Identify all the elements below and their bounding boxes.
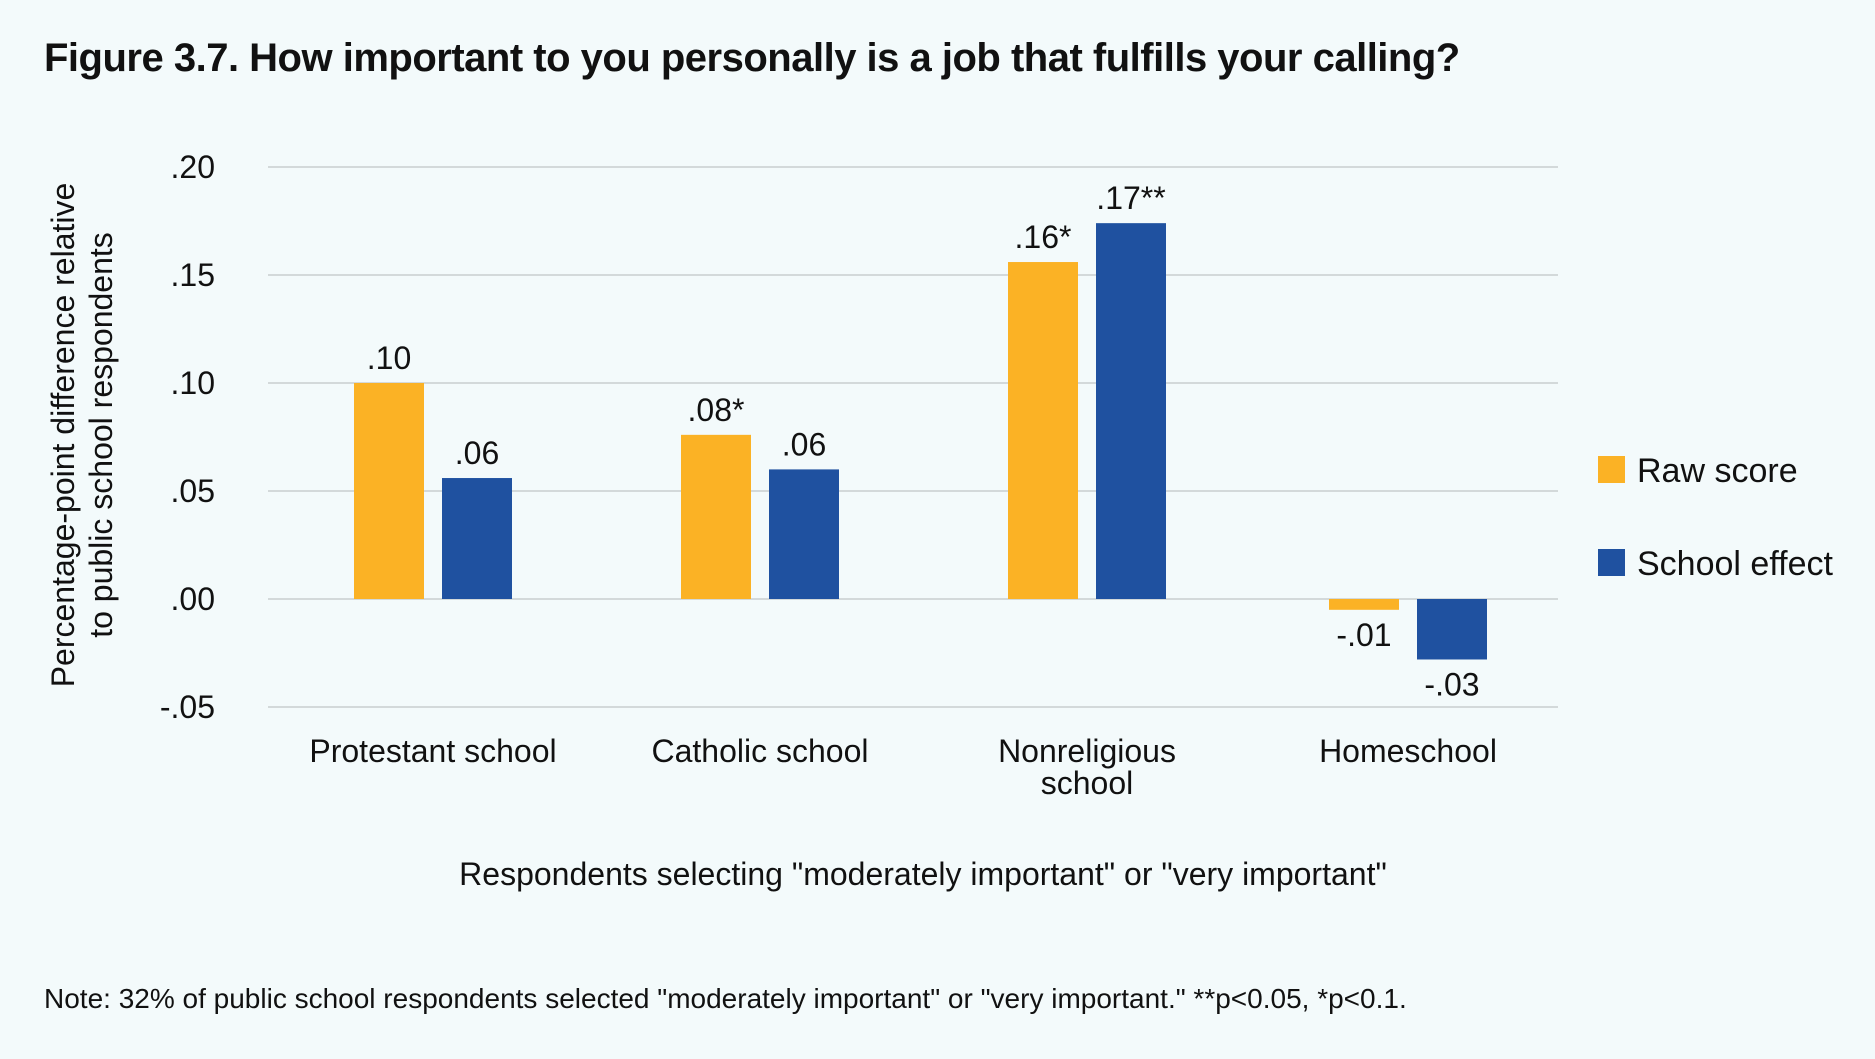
- data-labels: .10 .08* .16* -.01 .06 .06 .17** -.03: [367, 180, 1480, 702]
- y-tick-label: .10: [171, 365, 215, 401]
- data-label: .08*: [688, 392, 745, 428]
- x-axis-title: Respondents selecting "moderately import…: [459, 856, 1387, 892]
- y-axis-title: Percentage-point difference relativeto p…: [45, 183, 119, 688]
- y-axis-title-line: Percentage-point difference relative: [45, 183, 81, 688]
- x-category-label: Catholic school: [652, 733, 869, 769]
- x-category-label-line: Nonreligious: [998, 733, 1176, 769]
- y-axis-title-line: to public school respondents: [83, 232, 119, 638]
- bar-raw-score: [354, 383, 424, 599]
- data-label: .16*: [1015, 219, 1072, 255]
- y-tick-label: .05: [171, 473, 215, 509]
- legend-swatch: [1598, 549, 1625, 576]
- legend-label: School effect: [1637, 545, 1834, 583]
- y-tick-label: .15: [171, 257, 215, 293]
- x-category-label-line: Protestant school: [309, 733, 556, 769]
- data-label: .06: [455, 435, 499, 471]
- x-category-label-line: Homeschool: [1319, 733, 1497, 769]
- x-axis-category-labels: Protestant school Catholic school Nonrelig…: [309, 733, 1497, 801]
- footnote: Note: 32% of public school respondents s…: [44, 983, 1407, 1014]
- bar-raw-score: [1008, 262, 1078, 599]
- bar-school-effect: [1417, 599, 1487, 660]
- bar-raw-score: [1329, 599, 1399, 610]
- data-label: .17**: [1096, 180, 1165, 216]
- bar-school-effect: [1096, 223, 1166, 599]
- data-label: .10: [367, 340, 411, 376]
- y-tick-label: -.05: [160, 689, 215, 725]
- x-category-label: Protestant school: [309, 733, 556, 769]
- x-category-label: Homeschool: [1319, 733, 1497, 769]
- bar-school-effect: [442, 478, 512, 599]
- data-label: -.01: [1336, 617, 1391, 653]
- y-tick-label: .20: [171, 149, 215, 185]
- figure-title: Figure 3.7. How important to you persona…: [44, 36, 1460, 80]
- data-label: -.03: [1424, 666, 1479, 702]
- x-category-label: Nonreligious school: [998, 733, 1176, 801]
- bar-school-effect: [769, 469, 839, 599]
- y-axis-title-text: Percentage-point difference relativeto p…: [45, 183, 119, 688]
- y-tick-label: .00: [171, 581, 215, 617]
- y-axis-tick-labels: .20 .15 .10 .05 .00 -.05: [160, 149, 215, 725]
- legend-swatch: [1598, 456, 1625, 483]
- bars: [354, 223, 1487, 660]
- x-category-label-line: school: [1041, 765, 1134, 801]
- legend: Raw score School effect: [1598, 452, 1834, 583]
- legend-label: Raw score: [1637, 452, 1798, 490]
- x-category-label-line: Catholic school: [652, 733, 869, 769]
- data-label: .06: [782, 426, 826, 462]
- bar-raw-score: [681, 434, 751, 599]
